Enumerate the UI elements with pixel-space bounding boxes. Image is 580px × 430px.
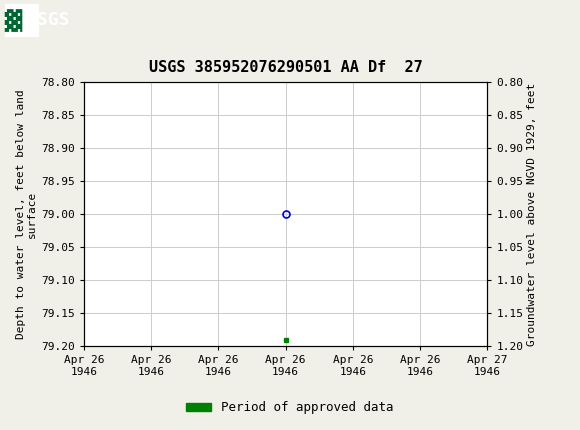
Title: USGS 385952076290501 AA Df  27: USGS 385952076290501 AA Df 27 bbox=[149, 60, 422, 75]
FancyBboxPatch shape bbox=[5, 4, 39, 37]
Y-axis label: Groundwater level above NGVD 1929, feet: Groundwater level above NGVD 1929, feet bbox=[527, 82, 538, 346]
Text: USGS: USGS bbox=[26, 12, 70, 29]
Text: ▓: ▓ bbox=[5, 9, 22, 32]
Y-axis label: Depth to water level, feet below land
surface: Depth to water level, feet below land su… bbox=[16, 89, 37, 339]
Legend: Period of approved data: Period of approved data bbox=[181, 396, 399, 419]
